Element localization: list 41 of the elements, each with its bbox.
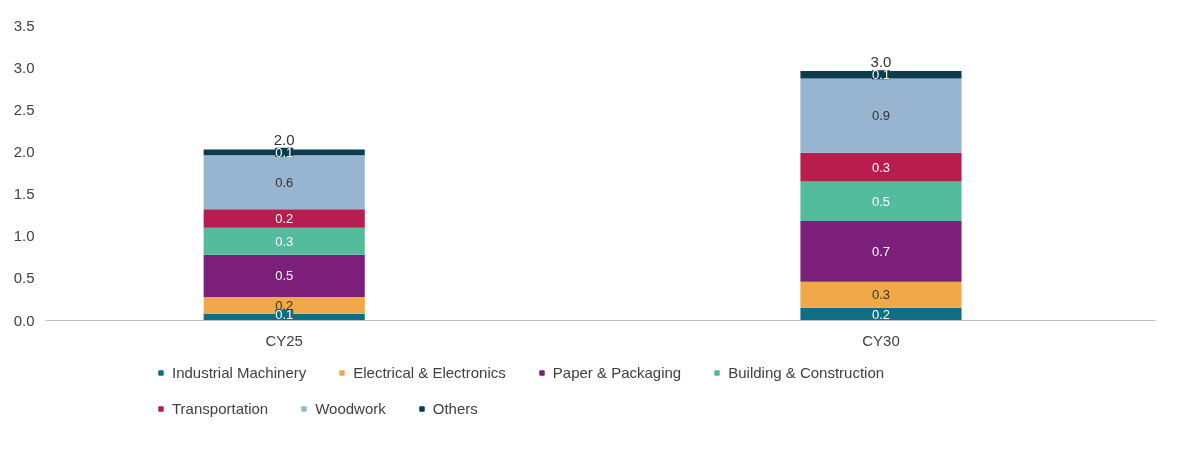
- y-tick-label: 2.5: [13, 100, 35, 118]
- legend-label: Transportation: [172, 400, 269, 417]
- legend-label: Electrical & Electronics: [353, 364, 506, 381]
- data-label: 0.3: [871, 287, 891, 303]
- bar: [203, 155, 365, 210]
- data-label: 0.5: [275, 268, 294, 284]
- data-label: 0.6: [275, 174, 294, 190]
- legend-label: Industrial Machinery: [172, 364, 307, 381]
- legend-label: Building & Construction: [728, 364, 885, 381]
- legend-label: Woodwork: [315, 400, 386, 417]
- data-label: 0.1: [871, 67, 891, 83]
- data-label: 0.1: [275, 144, 294, 160]
- bar: [800, 78, 962, 153]
- bar: [800, 221, 962, 282]
- bar: [203, 209, 365, 228]
- bar: [203, 254, 365, 297]
- x-tick-label: CY25: [265, 331, 303, 349]
- x-tick-label: CY30: [862, 331, 900, 349]
- y-tick-label: 1.0: [13, 227, 35, 245]
- data-label: 0.3: [275, 233, 294, 249]
- y-tick-label: 3.0: [13, 58, 35, 76]
- data-label: 0.7: [871, 243, 891, 259]
- legend-label: Paper & Packaging: [552, 364, 682, 381]
- data-label: 0.2: [871, 306, 891, 322]
- bar: [800, 181, 962, 222]
- y-tick-label: 3.5: [13, 16, 35, 34]
- y-tick-label: 2.0: [13, 142, 35, 160]
- bar: [800, 152, 962, 182]
- y-tick-label: 0.0: [13, 311, 35, 329]
- data-label: 0.5: [871, 193, 891, 209]
- data-label: 0.9: [871, 108, 891, 124]
- bar: [800, 71, 962, 79]
- bar: [800, 307, 962, 321]
- y-tick-label: 0.5: [13, 269, 35, 287]
- bar: [203, 227, 365, 255]
- data-label: 0.3: [871, 159, 891, 175]
- y-tick-label: 1.5: [13, 185, 35, 203]
- bar: [203, 149, 365, 156]
- data-label: 0.2: [275, 211, 294, 227]
- legend-label: Others: [432, 400, 478, 417]
- bar: [800, 281, 962, 308]
